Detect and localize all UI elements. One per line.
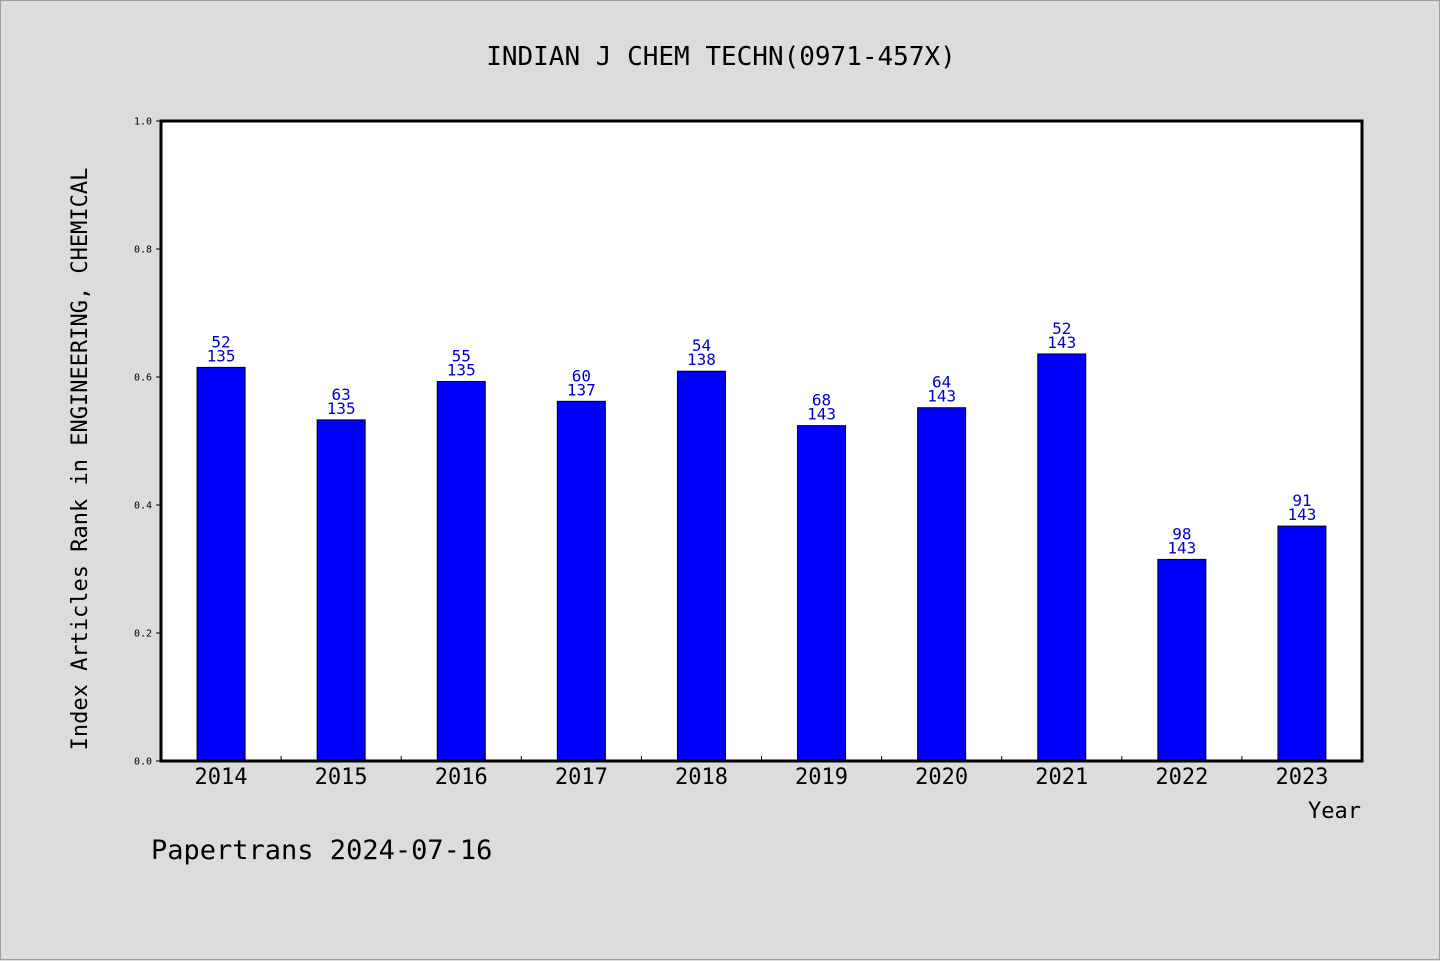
y-tick-label-0.8: 0.8 — [134, 245, 152, 256]
bar-2022 — [1157, 558, 1207, 762]
bar-2014 — [196, 366, 246, 762]
bar-2016 — [436, 380, 486, 762]
bar-rank-label-2020: 64 — [932, 373, 951, 392]
bar-total-label-2022: 143 — [1167, 538, 1196, 557]
y-tick-label-1.0: 1.0 — [134, 117, 152, 128]
bar-2017 — [556, 400, 606, 762]
plot-border — [159, 119, 1364, 763]
chart-title: INDIAN J CHEM TECHN(0971-457X) — [486, 42, 956, 72]
x-tick-label-2022: 2022 — [1155, 765, 1208, 790]
x-tick-label-2020: 2020 — [915, 765, 968, 790]
x-tick-label-2016: 2016 — [435, 765, 488, 790]
x-tick-label-2014: 2014 — [195, 765, 248, 790]
x-tick-label-2023: 2023 — [1275, 765, 1328, 790]
bar-2018 — [676, 370, 726, 762]
x-tick-label-2017: 2017 — [555, 765, 608, 790]
x-tick-label-2021: 2021 — [1035, 765, 1088, 790]
y-axis-label: Index Articles Rank in ENGINEERING, CHEM… — [68, 168, 93, 751]
bar-total-label-2015: 135 — [327, 399, 356, 418]
y-tick-label-0.2: 0.2 — [134, 629, 152, 640]
y-axis-ticks: 0.0 0.2 0.4 0.6 0.8 1.0 — [134, 117, 161, 768]
bar-rank-label-2017: 60 — [572, 366, 591, 385]
x-tick-label-2018: 2018 — [675, 765, 728, 790]
x-axis-ticks: 2014 2015 2016 2017 2018 2019 2020 2021 2022 2023 — [195, 756, 1328, 790]
bar-2019 — [797, 425, 847, 762]
bar-rank-label-2015: 63 — [332, 385, 351, 404]
x-tick-label-2015: 2015 — [315, 765, 368, 790]
bar-2023 — [1277, 525, 1327, 762]
bar-total-label-2020: 143 — [927, 387, 956, 406]
bar-2020 — [917, 407, 967, 762]
y-tick-label-0.6: 0.6 — [134, 373, 152, 384]
y-tick-label-0.0: 0.0 — [134, 757, 152, 768]
bar-rank-label-2019: 68 — [812, 391, 831, 410]
bar-rank-label-2022: 98 — [1172, 524, 1191, 543]
x-tick-label-2019: 2019 — [795, 765, 848, 790]
bar-total-label-2016: 135 — [447, 360, 476, 379]
bar-total-label-2021: 143 — [1047, 333, 1076, 352]
bar-rank-label-2021: 52 — [1052, 319, 1071, 338]
bar-total-label-2019: 143 — [807, 405, 836, 424]
x-axis-label: Year — [1308, 799, 1361, 824]
bar-total-label-2017: 137 — [567, 380, 596, 399]
bar-total-label-2018: 138 — [687, 350, 716, 369]
bar-rank-label-2014: 52 — [211, 332, 230, 351]
y-tick-label-0.4: 0.4 — [134, 501, 152, 512]
bar-2021 — [1037, 353, 1087, 762]
bar-total-label-2014: 135 — [207, 346, 236, 365]
bar-2015 — [316, 419, 366, 762]
bar-rank-label-2023: 91 — [1292, 491, 1311, 510]
bar-rank-label-2018: 54 — [692, 336, 711, 355]
bar-rank-label-2016: 55 — [452, 346, 471, 365]
bar-total-label-2023: 143 — [1287, 505, 1316, 524]
footer-credit: Papertrans 2024-07-16 — [151, 835, 493, 866]
